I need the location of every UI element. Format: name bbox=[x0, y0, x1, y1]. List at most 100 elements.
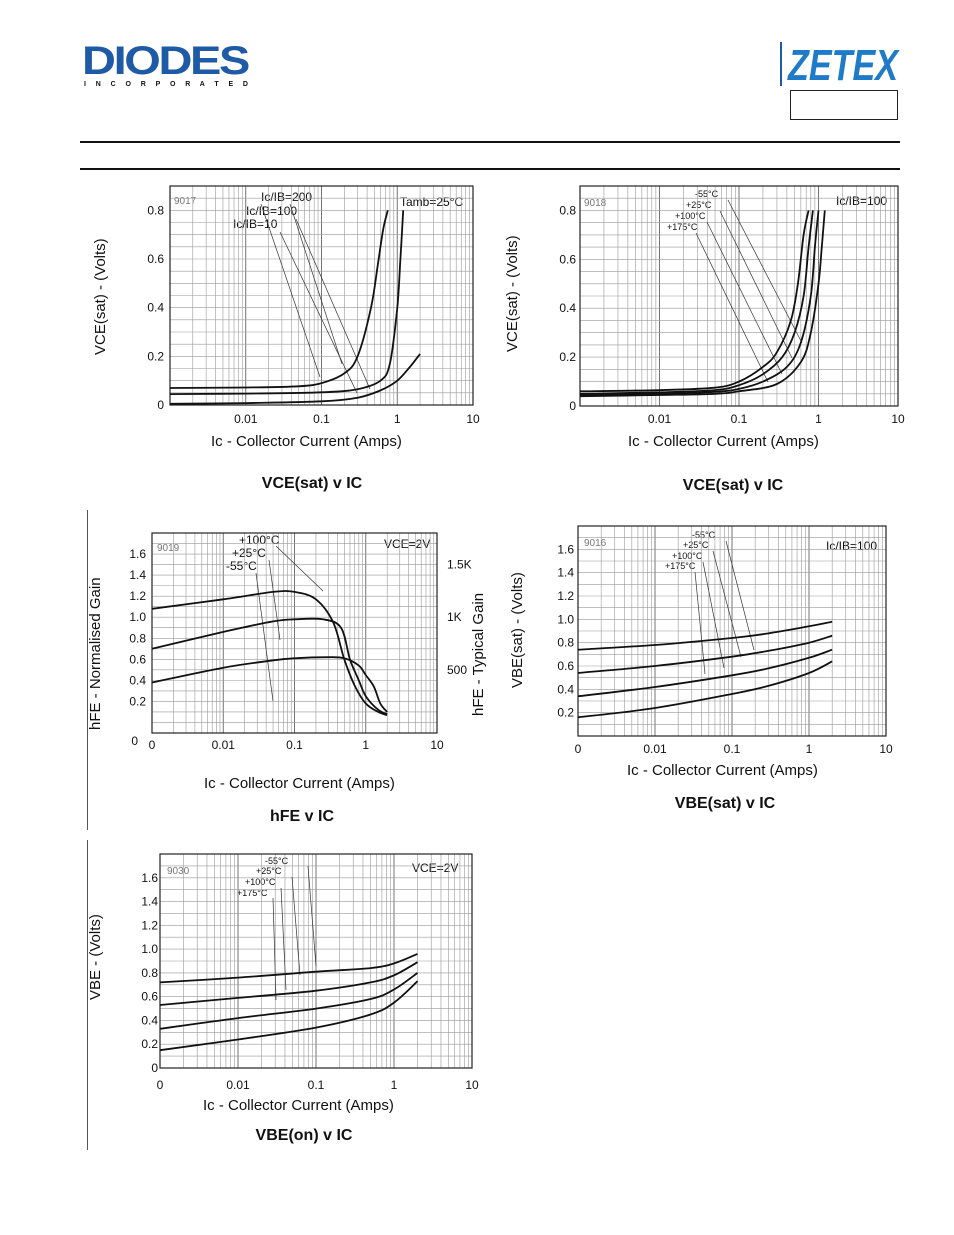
series-line-3 bbox=[579, 210, 820, 396]
y-axis-label: VCE(sat) - (Volts) bbox=[92, 238, 109, 355]
y-tick-label: 1.6 bbox=[557, 542, 574, 556]
leader-line bbox=[712, 550, 742, 658]
series-line-3 bbox=[159, 972, 419, 1030]
series-line-1 bbox=[151, 590, 388, 716]
y-tick-label: 0.8 bbox=[141, 966, 158, 980]
legend-label-175: +175°C bbox=[665, 561, 696, 571]
hfe-gain-chart: 9019 +100°C +25°C -55°C VCE=2V Ic - Coll… bbox=[87, 532, 487, 825]
legend-label-100: +100°C bbox=[672, 551, 703, 561]
vcesat-temperature-chart: 9018 -55°C +25°C +100°C +175°C Ic/IB=100… bbox=[504, 185, 905, 494]
annotation-ratio: Ic/IB=100 bbox=[826, 539, 877, 553]
chart-code: 9018 bbox=[584, 198, 607, 209]
x-tick-label: 10 bbox=[891, 412, 905, 426]
x-axis-label: Ic - Collector Current (Amps) bbox=[627, 762, 818, 779]
x-tick-label-zero: 0 bbox=[157, 1078, 164, 1092]
leader-line bbox=[280, 887, 287, 991]
x-tick-label: 0.1 bbox=[731, 412, 748, 426]
y-tick-label: 1.6 bbox=[129, 547, 146, 561]
y-tick-label: 0.6 bbox=[557, 659, 574, 673]
leader-line bbox=[272, 897, 277, 1001]
leader-line bbox=[295, 218, 371, 390]
x-tick-label: 0.1 bbox=[313, 412, 330, 426]
y-tick-label: 0.4 bbox=[559, 301, 576, 315]
panel-frame-line-left bbox=[87, 510, 88, 830]
leader-line bbox=[291, 876, 301, 976]
annotation-vce: VCE=2V bbox=[412, 861, 458, 875]
vbesat-chart: 9016 -55°C +25°C +100°C +175°C Ic/IB=100… bbox=[509, 525, 893, 812]
grid bbox=[159, 853, 472, 1069]
chart-title: hFE v IC bbox=[270, 808, 334, 825]
y-tick-label: 0 bbox=[569, 399, 576, 413]
legend-label-25: +25°C bbox=[686, 200, 712, 210]
x-tick-label: 0.1 bbox=[724, 742, 741, 756]
y-tick-label: 0.8 bbox=[559, 203, 576, 217]
series-line-1 bbox=[169, 210, 389, 389]
y-tick-label: 0.2 bbox=[147, 349, 164, 363]
header-rule-top bbox=[80, 141, 900, 143]
header-rule-bottom bbox=[80, 168, 900, 170]
x-tick-label-zero: 0 bbox=[575, 742, 582, 756]
x-tick-label: 1 bbox=[362, 738, 369, 752]
legend-label-25: +25°C bbox=[683, 540, 709, 550]
leader-line bbox=[727, 199, 803, 344]
x-tick-label: 0.01 bbox=[226, 1078, 250, 1092]
chart-code: 9016 bbox=[584, 538, 607, 549]
leader-line bbox=[725, 540, 755, 651]
y-tick-label: 0.2 bbox=[557, 706, 574, 720]
y-tick-label: 1.4 bbox=[129, 568, 146, 582]
y-tick-label: 1.2 bbox=[557, 589, 574, 603]
x-tick-label: 0.1 bbox=[308, 1078, 325, 1092]
panel-frame-line-left-2 bbox=[87, 840, 88, 1150]
y-tick-label: 1.0 bbox=[129, 610, 146, 624]
chart-title: VBE(on) v IC bbox=[256, 1127, 353, 1144]
diodes-logo-subtext: I N C O R P O R A T E D bbox=[84, 81, 248, 88]
x-tick-label-zero: 0 bbox=[149, 738, 156, 752]
series-line-2 bbox=[579, 210, 814, 395]
annotation-ratio-100: Ic/IB=100 bbox=[246, 204, 297, 218]
series-line-1 bbox=[577, 620, 833, 651]
x-tick-label: 0.01 bbox=[212, 738, 236, 752]
x-axis-label: Ic - Collector Current (Amps) bbox=[628, 433, 819, 450]
y-tick-label: 1.0 bbox=[141, 942, 158, 956]
leader-line bbox=[268, 559, 281, 641]
chart-code: 9017 bbox=[174, 196, 197, 207]
right-tick-label: 1.5K bbox=[447, 558, 472, 572]
grid bbox=[151, 532, 437, 734]
plot-frame bbox=[577, 525, 887, 737]
y-tick-label: 0.8 bbox=[147, 203, 164, 217]
legend-label-minus55: -55°C bbox=[265, 856, 289, 866]
y-axis-label: VBE - (Volts) bbox=[87, 914, 104, 1000]
leader-line bbox=[275, 545, 324, 592]
x-tick-label: 1 bbox=[806, 742, 813, 756]
leader-line bbox=[695, 232, 769, 383]
series-line-4 bbox=[159, 980, 419, 1052]
plot-frame bbox=[159, 853, 473, 1069]
x-tick-label: 1 bbox=[394, 412, 401, 426]
y-tick-label: 0.2 bbox=[559, 350, 576, 364]
series-line-2 bbox=[159, 961, 418, 1006]
annotation-vce: VCE=2V bbox=[384, 537, 430, 551]
plot-frame bbox=[579, 185, 899, 407]
series-line-1 bbox=[579, 210, 810, 393]
y-tick-label: 0.6 bbox=[141, 990, 158, 1004]
y-tick-label: 0.4 bbox=[147, 301, 164, 315]
y-tick-label: 0.4 bbox=[141, 1013, 158, 1027]
x-tick-label: 10 bbox=[879, 742, 893, 756]
plot-frame bbox=[151, 532, 438, 734]
diodes-logo-text: DIODES bbox=[82, 40, 250, 83]
y-tick-label: 0.4 bbox=[129, 673, 146, 687]
legend-label-100: +100°C bbox=[675, 211, 706, 221]
legend-label-minus55: -55°C bbox=[695, 189, 719, 199]
zetex-logo-text: ZETEX bbox=[786, 41, 900, 86]
series-line-2 bbox=[169, 210, 405, 395]
x-tick-label: 0.01 bbox=[648, 412, 672, 426]
annotation-ratio: Ic/IB=100 bbox=[836, 194, 887, 208]
legend-label-100: +100°C bbox=[245, 877, 276, 887]
right-tick-label: 1K bbox=[447, 610, 462, 624]
y-tick-label: 0 bbox=[157, 398, 164, 412]
y-axis-label: VCE(sat) - (Volts) bbox=[504, 235, 521, 352]
leader-line bbox=[719, 210, 793, 359]
y-tick-label: 0.8 bbox=[557, 636, 574, 650]
leader-line bbox=[260, 203, 321, 378]
leader-line bbox=[279, 231, 358, 394]
